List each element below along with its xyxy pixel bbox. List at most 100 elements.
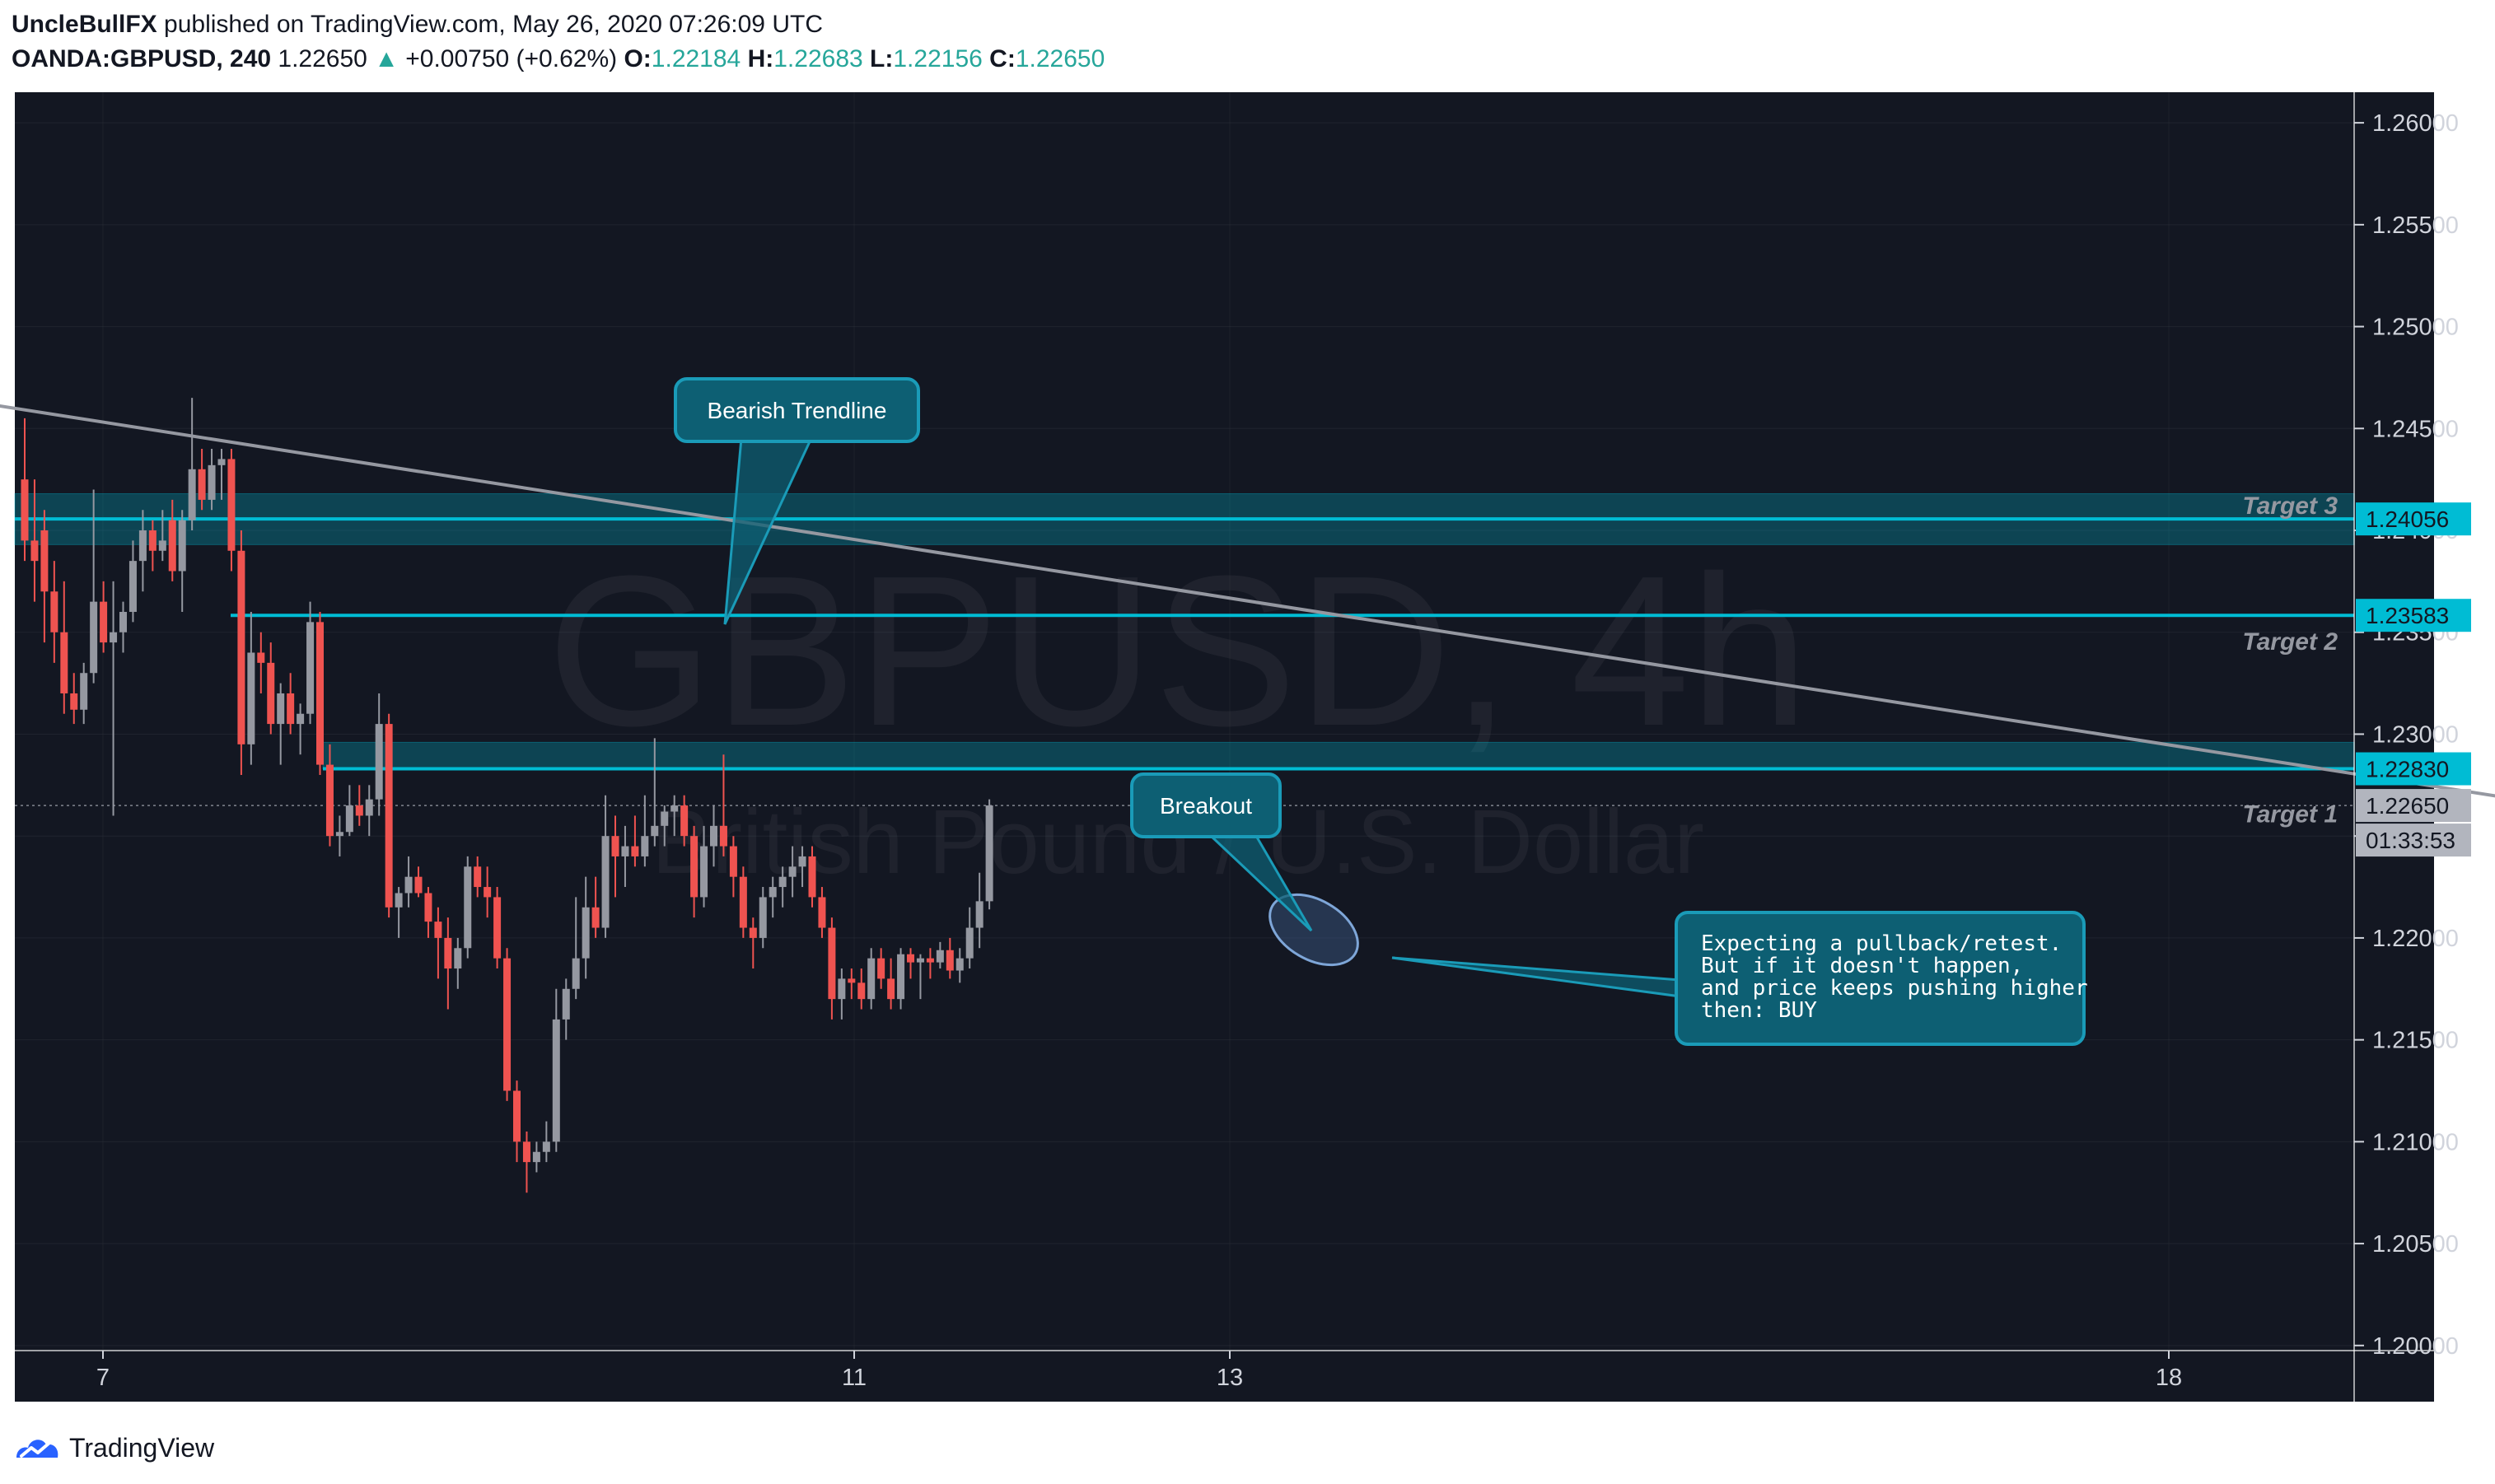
candle-body[interactable] — [424, 893, 432, 922]
footer-brand[interactable]: TradingView — [69, 1432, 215, 1463]
candle-body[interactable] — [277, 693, 285, 725]
candle-body[interactable] — [532, 1151, 540, 1163]
candle-body[interactable] — [119, 611, 127, 632]
candle-body[interactable] — [188, 469, 196, 520]
candle-body[interactable] — [907, 954, 914, 963]
candle-body[interactable] — [474, 866, 482, 888]
candle-body[interactable] — [404, 876, 413, 894]
candle-body[interactable] — [739, 876, 747, 928]
candle-body[interactable] — [611, 836, 619, 856]
candle-body[interactable] — [719, 825, 727, 847]
level-price-tag[interactable] — [2356, 599, 2471, 632]
candle-body[interactable] — [434, 922, 442, 938]
candle-body[interactable] — [749, 927, 757, 938]
candle-body[interactable] — [621, 846, 629, 856]
candle-body[interactable] — [70, 693, 78, 710]
candle-body[interactable] — [454, 948, 462, 969]
candle-body[interactable] — [355, 805, 363, 816]
bearish-trendline-callout[interactable]: Bearish Trendline — [674, 377, 920, 625]
candle-body[interactable] — [493, 897, 502, 959]
tradingview-logo-icon[interactable] — [13, 1433, 61, 1463]
candle-body[interactable] — [848, 978, 856, 983]
candle-body[interactable] — [385, 724, 393, 908]
candle-body[interactable] — [247, 652, 255, 744]
candle-body[interactable] — [464, 866, 472, 949]
candle-body[interactable] — [168, 520, 176, 572]
candle-body[interactable] — [365, 799, 373, 816]
candle-body[interactable] — [50, 591, 58, 632]
candle-body[interactable] — [582, 907, 590, 959]
candle-body[interactable] — [838, 978, 846, 1000]
candle-body[interactable] — [946, 950, 954, 971]
candle-body[interactable] — [60, 632, 68, 693]
candle-body[interactable] — [936, 950, 944, 963]
candle-body[interactable] — [965, 927, 974, 959]
candle-body[interactable] — [335, 832, 343, 837]
candle-body[interactable] — [651, 825, 659, 837]
last-price-tag[interactable] — [2356, 789, 2471, 823]
candle-body[interactable] — [287, 693, 295, 725]
candle-body[interactable] — [128, 561, 137, 612]
breakout-callout[interactable]: Breakout — [1130, 772, 1313, 932]
candle-body[interactable] — [208, 464, 216, 500]
candle-body[interactable] — [100, 601, 108, 643]
candle-body[interactable] — [631, 846, 639, 856]
candle-body[interactable] — [572, 958, 580, 989]
breakout-box[interactable] — [1130, 772, 1282, 838]
candle-body[interactable] — [601, 836, 610, 928]
candle-body[interactable] — [395, 893, 403, 908]
level-price-tag[interactable] — [2356, 752, 2471, 786]
candle-body[interactable] — [138, 530, 147, 562]
candle-body[interactable] — [30, 540, 39, 562]
symbol-label[interactable]: OANDA:GBPUSD, 240 — [12, 45, 272, 72]
pullback-note-callout[interactable]: Expecting a pullback/retest.But if it do… — [1391, 911, 2088, 1046]
pullback-note-box[interactable] — [1675, 911, 2086, 1046]
candle-body[interactable] — [591, 907, 600, 928]
candle-body[interactable] — [21, 479, 29, 541]
candle-body[interactable] — [661, 811, 669, 826]
candle-body[interactable] — [818, 897, 826, 928]
candle-body[interactable] — [522, 1141, 530, 1163]
candle-body[interactable] — [887, 978, 895, 1000]
candle-body[interactable] — [778, 876, 787, 888]
candle-body[interactable] — [828, 927, 836, 1000]
candle-body[interactable] — [325, 764, 334, 837]
candle-body[interactable] — [198, 469, 206, 500]
candle-body[interactable] — [769, 887, 777, 898]
candle-body[interactable] — [562, 988, 570, 1020]
candle-body[interactable] — [237, 550, 245, 744]
candle-body[interactable] — [808, 856, 816, 898]
candle-body[interactable] — [788, 866, 797, 877]
candle-body[interactable] — [40, 530, 49, 592]
candle-body[interactable] — [710, 825, 717, 847]
candle-body[interactable] — [110, 632, 118, 643]
candle-body[interactable] — [503, 958, 512, 1091]
candle-body[interactable] — [306, 622, 315, 714]
candle-body[interactable] — [375, 724, 383, 800]
candle-body[interactable] — [641, 836, 649, 856]
candle-body[interactable] — [484, 887, 492, 898]
candle-body[interactable] — [670, 805, 679, 812]
candle-body[interactable] — [857, 982, 866, 1000]
candle-body[interactable] — [916, 958, 924, 963]
candle-body[interactable] — [975, 901, 984, 928]
candle-body[interactable] — [877, 958, 885, 979]
candle-body[interactable] — [926, 958, 934, 963]
candle-body[interactable] — [985, 805, 993, 902]
resistance-zone[interactable] — [322, 741, 2355, 770]
candle-body[interactable] — [867, 958, 876, 1000]
candle-body[interactable] — [444, 937, 452, 969]
candle-body[interactable] — [217, 459, 226, 465]
author-name[interactable]: UncleBullFX — [12, 11, 157, 38]
candle-body[interactable] — [178, 520, 186, 572]
candle-body[interactable] — [729, 846, 737, 877]
candle-body[interactable] — [158, 540, 166, 551]
candle-body[interactable] — [700, 846, 708, 898]
candle-body[interactable] — [316, 622, 324, 765]
candle-body[interactable] — [955, 958, 964, 971]
candle-body[interactable] — [552, 1019, 560, 1142]
candle-body[interactable] — [680, 805, 689, 837]
candle-body[interactable] — [690, 836, 699, 898]
level-price-tag[interactable] — [2356, 502, 2471, 536]
